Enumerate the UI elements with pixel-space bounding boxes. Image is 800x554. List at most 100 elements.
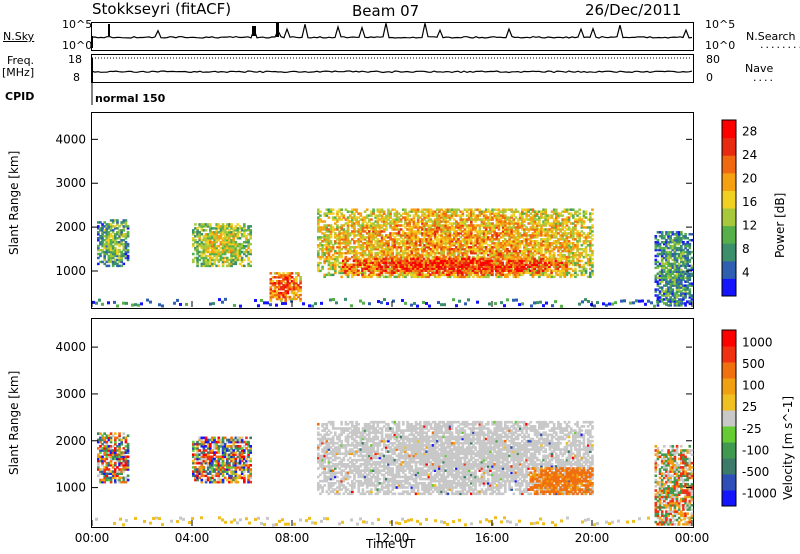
power-cell — [535, 269, 539, 273]
power-cell — [591, 224, 594, 227]
power-cell — [357, 240, 360, 243]
power-cell — [491, 240, 494, 243]
power-cell — [111, 252, 115, 256]
power-cell — [584, 242, 588, 245]
power-cell — [236, 227, 240, 230]
power-cell — [444, 232, 448, 235]
power-cell — [334, 269, 337, 273]
power-cell — [414, 253, 418, 257]
power-cell — [288, 272, 292, 275]
power-cell — [327, 271, 331, 275]
power-cell — [357, 220, 360, 223]
power-cell — [325, 212, 329, 215]
power-cell — [576, 214, 579, 217]
power-cell — [510, 240, 513, 243]
power-cell — [508, 249, 511, 253]
power-noise-cell — [161, 304, 164, 308]
power-cell — [433, 247, 437, 251]
power-cell — [99, 235, 102, 238]
power-cell — [209, 252, 212, 256]
power-cell — [510, 222, 513, 225]
power-cell — [450, 228, 454, 231]
power-cell — [401, 267, 405, 270]
power-cell — [439, 267, 443, 270]
power-cell — [234, 258, 238, 262]
power-cell — [192, 260, 195, 264]
power-cell — [512, 249, 516, 253]
power-cell — [420, 269, 424, 272]
power-cell — [538, 259, 541, 263]
power-cell — [410, 247, 414, 251]
power-cell — [559, 242, 562, 245]
power-cell — [490, 259, 494, 263]
power-cell — [582, 255, 586, 259]
power-cell — [419, 216, 422, 219]
power-cell — [219, 233, 223, 236]
power-cell — [325, 226, 329, 229]
power-cell — [527, 251, 530, 255]
power-cell — [118, 254, 121, 258]
power-cell — [240, 242, 244, 246]
power-cell — [118, 233, 121, 236]
power-cell — [469, 267, 473, 270]
power-cell — [387, 247, 390, 251]
power-cell — [499, 216, 503, 219]
power-cell — [569, 212, 573, 215]
power-cell — [213, 240, 216, 244]
power-cell — [109, 238, 113, 242]
power-cell — [219, 227, 223, 230]
power-cell — [529, 238, 533, 241]
power-cell — [431, 228, 435, 231]
power-cell — [317, 210, 320, 213]
power-cell — [236, 256, 240, 260]
power-cell — [504, 216, 507, 219]
power-cell — [512, 273, 516, 277]
power-cell — [385, 240, 388, 243]
power-cell — [376, 257, 379, 261]
power-cell — [478, 226, 482, 229]
power-cell — [402, 232, 405, 235]
power-cell — [440, 249, 443, 253]
power-cell — [395, 249, 399, 253]
power-cell — [567, 220, 571, 223]
power-cell — [474, 236, 477, 239]
power-cell — [429, 269, 432, 272]
power-cell — [482, 269, 485, 272]
power-cell — [114, 246, 117, 250]
power-cell — [518, 249, 522, 253]
power-cell — [461, 265, 464, 268]
power-cell — [533, 244, 537, 247]
power-cell — [514, 222, 518, 225]
power-cell — [351, 212, 354, 215]
power-cell — [512, 242, 516, 245]
power-cell — [389, 216, 392, 219]
power-cell — [109, 248, 113, 252]
power-cell — [504, 214, 507, 217]
power-cell — [410, 251, 414, 255]
power-cell — [357, 230, 360, 233]
power-cell — [97, 225, 100, 228]
power-cell — [561, 234, 564, 237]
power-cell — [461, 271, 464, 274]
power-cell — [228, 242, 231, 246]
power-cell — [580, 226, 584, 229]
power-cell — [537, 269, 541, 272]
power-cell — [351, 255, 354, 259]
power-cell — [463, 263, 466, 267]
power-cell — [380, 220, 384, 223]
power-cell — [457, 244, 460, 247]
power-cell — [504, 275, 507, 279]
power-cell — [493, 251, 496, 255]
power-cell — [405, 263, 409, 267]
power-cell — [357, 257, 360, 261]
power-cell — [234, 242, 238, 246]
power-cell — [509, 271, 513, 274]
power-cell — [433, 212, 437, 215]
power-cell — [382, 236, 386, 239]
power-cell — [497, 259, 500, 263]
power-cell — [524, 263, 528, 267]
power-cell — [269, 281, 273, 285]
power-cell — [542, 208, 545, 211]
power-cell — [278, 291, 281, 295]
power-cell — [423, 214, 426, 217]
